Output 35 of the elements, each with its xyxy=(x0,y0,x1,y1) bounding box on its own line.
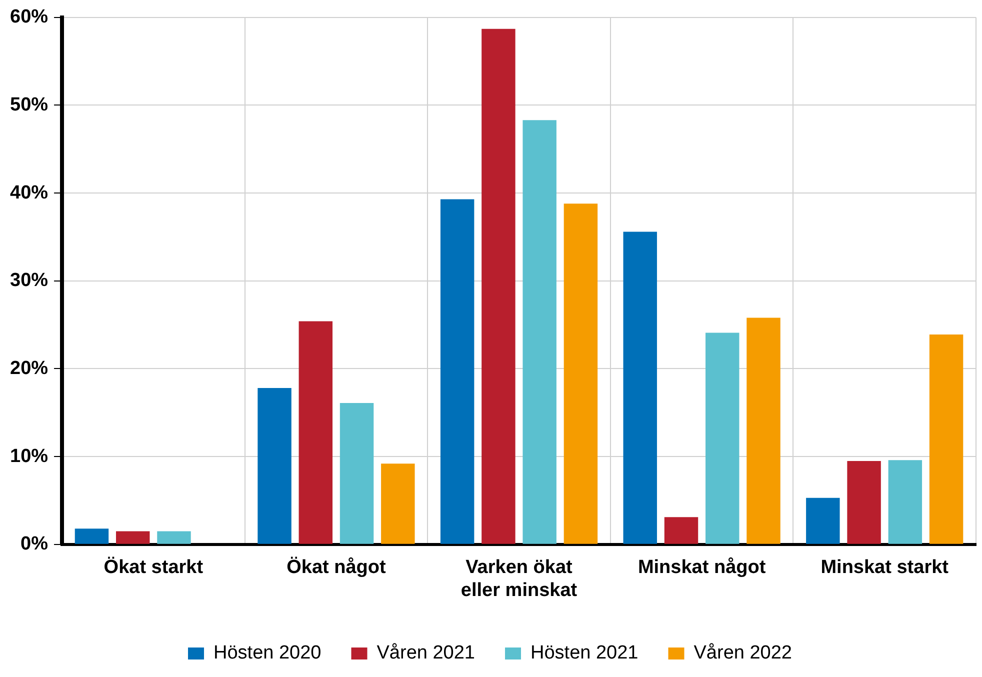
x-tick-label: Ökat något xyxy=(286,556,387,578)
y-tick-label: 30% xyxy=(10,270,48,292)
bar xyxy=(74,528,109,544)
bar xyxy=(623,232,657,544)
bar xyxy=(706,332,740,544)
y-tick-label: 0% xyxy=(20,534,48,555)
y-tick-label: 20% xyxy=(10,358,48,379)
bar xyxy=(564,204,598,544)
x-tick-label: Varken ökat eller minskat xyxy=(460,557,578,601)
bar xyxy=(746,318,780,544)
y-tick-label: 10% xyxy=(10,446,48,467)
bar xyxy=(664,517,698,544)
y-tick-label: 40% xyxy=(10,182,48,204)
bar xyxy=(482,28,516,544)
x-tick-label: Ökat starkt xyxy=(104,556,204,578)
legend-label: Våren 2021 xyxy=(376,642,476,664)
legend-label: Hösten 2021 xyxy=(530,642,638,664)
x-tick-label: Minskat något xyxy=(638,557,766,578)
legend-label: Våren 2022 xyxy=(694,642,792,664)
bar xyxy=(381,464,415,544)
bar xyxy=(340,402,374,544)
bar xyxy=(157,531,191,544)
bar xyxy=(929,334,964,544)
y-tick-label: 60% xyxy=(10,6,48,28)
y-tick-label: 50% xyxy=(10,94,48,116)
bar xyxy=(888,460,922,544)
bar xyxy=(298,321,333,544)
bar xyxy=(847,460,881,544)
bar xyxy=(806,498,840,544)
bar xyxy=(522,120,556,544)
x-tick-label: Minskat starkt xyxy=(820,557,950,578)
bar xyxy=(258,388,292,544)
legend-label: Hösten 2020 xyxy=(214,642,322,664)
bar xyxy=(440,199,474,544)
bar xyxy=(116,531,150,544)
